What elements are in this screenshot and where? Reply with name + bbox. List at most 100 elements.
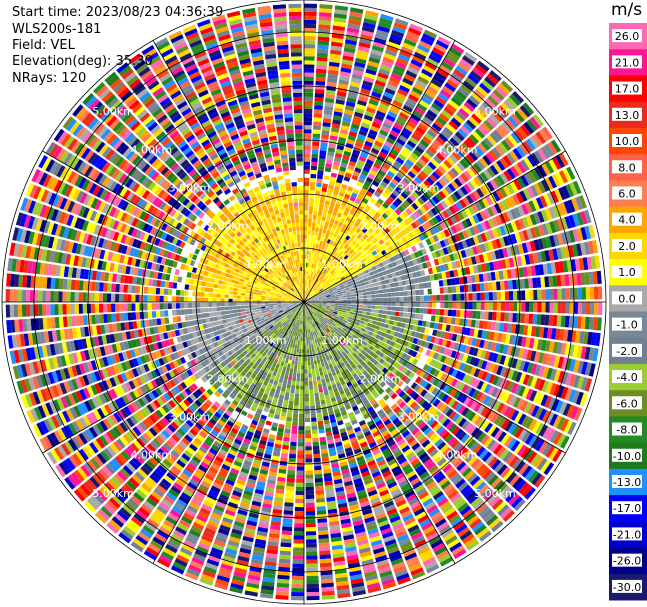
range-gate — [480, 349, 487, 359]
range-gate — [300, 369, 304, 374]
range-gate — [508, 493, 520, 506]
range-gate — [321, 353, 326, 359]
range-gate — [334, 257, 339, 262]
range-gate — [418, 241, 425, 249]
range-gate — [346, 294, 351, 298]
range-gate — [348, 274, 354, 279]
range-gate — [312, 313, 316, 318]
range-gate — [457, 86, 470, 97]
range-gate — [417, 75, 429, 85]
range-gate — [246, 413, 254, 420]
range-gate — [309, 324, 311, 329]
range-gate — [304, 56, 315, 61]
range-gate — [323, 208, 328, 214]
range-gate — [433, 99, 445, 109]
range-gate — [311, 291, 315, 295]
range-gate — [304, 353, 307, 358]
range-gate — [553, 288, 558, 300]
range-gate — [355, 227, 362, 234]
range-gate — [308, 218, 312, 223]
range-gate — [411, 221, 418, 229]
range-gate — [292, 413, 299, 418]
range-gate — [314, 465, 322, 471]
range-gate — [398, 412, 407, 420]
range-gate — [528, 419, 538, 431]
range-gate — [482, 469, 493, 480]
range-gate — [365, 255, 371, 261]
range-gate — [405, 158, 415, 167]
range-gate — [444, 185, 453, 195]
range-gate — [467, 337, 473, 346]
range-gate — [435, 250, 441, 258]
range-gate — [545, 236, 552, 248]
range-gate — [563, 420, 573, 434]
range-gate — [360, 349, 366, 355]
range-gate — [313, 305, 318, 308]
range-gate — [555, 400, 564, 413]
range-gate — [424, 403, 432, 412]
range-gate — [521, 484, 533, 497]
range-gate — [404, 101, 415, 110]
range-gate — [335, 486, 345, 493]
range-gate — [357, 159, 365, 166]
range-gate — [486, 116, 498, 128]
range-gate — [440, 200, 449, 209]
range-gate — [355, 329, 361, 334]
range-gate — [414, 188, 423, 197]
range-gate — [443, 347, 450, 356]
range-gate — [255, 485, 265, 491]
range-gate — [305, 466, 313, 471]
range-gate — [362, 197, 369, 205]
range-gate — [309, 289, 313, 294]
range-gate — [489, 113, 501, 126]
range-gate — [512, 91, 524, 104]
range-gate — [293, 327, 296, 332]
range-gate — [417, 142, 427, 151]
range-gate — [381, 578, 395, 586]
range-gate — [489, 441, 500, 453]
range-gate — [331, 277, 336, 282]
range-gate — [270, 463, 279, 469]
range-gate — [434, 518, 447, 528]
range-gate — [371, 543, 384, 551]
range-gate — [335, 412, 342, 418]
range-gate — [371, 413, 379, 420]
range-gate — [357, 245, 363, 251]
range-gate — [480, 140, 491, 151]
range-gate — [339, 218, 345, 224]
range-gate — [491, 239, 498, 250]
range-gate — [340, 162, 348, 169]
range-gate — [457, 502, 469, 513]
range-gate — [453, 520, 466, 531]
range-gate — [235, 434, 244, 442]
range-gate — [389, 382, 397, 390]
range-gate — [318, 296, 323, 298]
range-gate — [496, 365, 503, 376]
range-gate — [304, 242, 307, 247]
range-gate — [390, 488, 401, 497]
range-gate — [214, 478, 224, 486]
range-gate — [325, 163, 332, 169]
range-gate — [536, 277, 542, 288]
range-gate — [253, 459, 262, 465]
range-gate — [450, 472, 461, 483]
range-gate — [580, 346, 587, 360]
range-gate — [459, 447, 469, 458]
range-gate — [336, 345, 342, 350]
range-gate — [384, 209, 392, 217]
range-gate — [293, 539, 304, 544]
range-gate — [390, 392, 398, 400]
range-gate — [391, 336, 398, 342]
range-gate — [281, 357, 286, 363]
range-gate — [502, 269, 508, 280]
range-gate — [436, 116, 447, 126]
range-gate — [382, 121, 392, 130]
range-gate — [532, 114, 544, 127]
range-gate — [312, 323, 315, 328]
range-gate — [380, 493, 391, 501]
range-gate — [502, 185, 512, 196]
range-gate — [553, 302, 558, 314]
range-gate — [504, 197, 513, 209]
range-gate — [399, 441, 408, 450]
range-gate — [294, 515, 304, 520]
